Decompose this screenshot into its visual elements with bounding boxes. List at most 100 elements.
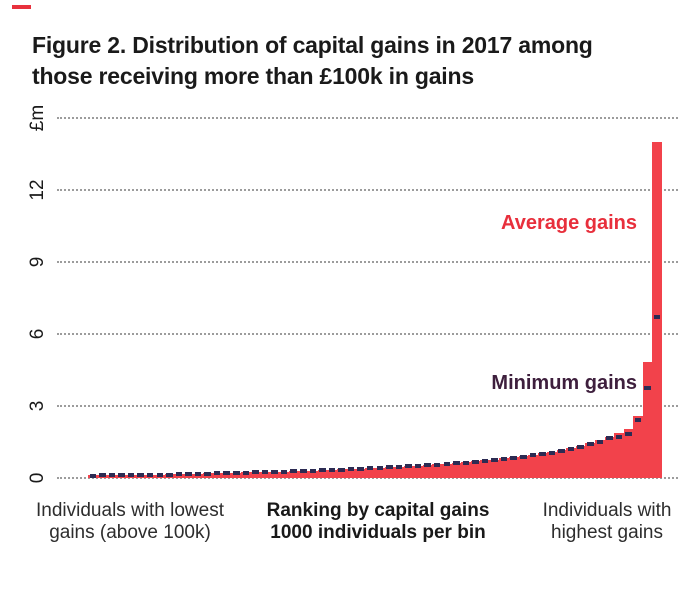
average-gains-annotation: Average gains bbox=[501, 212, 637, 234]
avg-gains-bar-bin49 bbox=[547, 451, 558, 478]
min-gains-tick-bin46 bbox=[520, 454, 527, 459]
avg-gains-bar-bin56 bbox=[614, 432, 625, 478]
avg-gains-bar-bin52 bbox=[575, 445, 586, 478]
avg-gains-bar-bin36 bbox=[422, 465, 433, 478]
avg-gains-bar-bin15 bbox=[221, 472, 232, 478]
avg-gains-bar-bin35 bbox=[413, 465, 424, 478]
min-gains-tick-bin26 bbox=[328, 468, 336, 473]
gridline-9 bbox=[57, 261, 678, 263]
min-gains-tick-bin25 bbox=[319, 468, 326, 473]
avg-gains-bar-bin39 bbox=[451, 462, 462, 478]
avg-gains-bar-bin40 bbox=[461, 462, 472, 478]
min-gains-tick-bin22 bbox=[290, 469, 297, 474]
min-gains-tick-bin11 bbox=[185, 472, 192, 477]
avg-gains-bar-bin54 bbox=[595, 440, 606, 478]
min-gains-tick-bin38 bbox=[443, 462, 450, 467]
avg-gains-bar-bin16 bbox=[231, 472, 242, 478]
avg-gains-bar-bin27 bbox=[336, 469, 347, 478]
minimum-gains-annotation: Minimum gains bbox=[491, 372, 637, 394]
min-gains-tick-bin35 bbox=[414, 464, 422, 468]
x-axis-label-ranking-line1: Ranking by capital gains bbox=[266, 500, 490, 521]
chart-title: Figure 2. Distribution of capital gains … bbox=[32, 30, 672, 92]
min-gains-tick-bin45 bbox=[510, 455, 517, 460]
avg-gains-bar-bin37 bbox=[432, 464, 443, 478]
y-axis-label-£m: £m bbox=[27, 104, 48, 132]
avg-gains-bar-bin24 bbox=[308, 470, 319, 478]
gridline-3 bbox=[57, 405, 678, 407]
min-gains-tick-bin36 bbox=[424, 463, 431, 468]
min-gains-tick-bin37 bbox=[433, 462, 441, 467]
avg-gains-bar-bin51 bbox=[566, 447, 577, 478]
avg-gains-bar-bin55 bbox=[604, 436, 615, 478]
min-gains-tick-bin21 bbox=[280, 469, 288, 474]
min-gains-tick-bin42 bbox=[481, 458, 489, 463]
min-gains-tick-bin55 bbox=[606, 436, 613, 441]
min-gains-tick-bin13 bbox=[204, 471, 211, 476]
avg-gains-bar-bin58 bbox=[633, 415, 644, 478]
avg-gains-bar-bin59 bbox=[642, 362, 653, 478]
avg-gains-bar-bin31 bbox=[375, 467, 386, 478]
min-gains-tick-bin30 bbox=[366, 466, 374, 471]
avg-gains-bar-bin32 bbox=[384, 467, 395, 478]
x-axis-label-lowest-line1: Individuals with lowest bbox=[36, 500, 224, 521]
x-axis-label-highest: Individuals with highest gains bbox=[543, 500, 672, 544]
avg-gains-bar-bin25 bbox=[317, 470, 328, 478]
brand-dash-mark bbox=[12, 5, 31, 9]
avg-gains-bar-bin60 bbox=[652, 142, 663, 478]
min-gains-tick-bin1 bbox=[89, 473, 97, 478]
x-axis-label-ranking-line2: 1000 individuals per bin bbox=[270, 522, 486, 543]
avg-gains-bar-bin41 bbox=[470, 461, 481, 478]
x-axis-label-highest-line2: highest gains bbox=[551, 522, 663, 543]
min-gains-tick-bin17 bbox=[242, 470, 250, 475]
avg-gains-bar-bin34 bbox=[403, 466, 414, 478]
avg-gains-bar-bin22 bbox=[288, 471, 299, 478]
min-gains-tick-bin24 bbox=[309, 468, 317, 473]
min-gains-tick-bin51 bbox=[567, 446, 575, 451]
gridline-0 bbox=[57, 477, 678, 479]
min-gains-tick-bin47 bbox=[529, 453, 537, 458]
avg-gains-bar-bin45 bbox=[508, 457, 519, 478]
min-gains-tick-bin43 bbox=[491, 458, 498, 462]
avg-gains-bar-bin13 bbox=[202, 473, 213, 478]
avg-gains-bar-bin18 bbox=[250, 472, 261, 478]
min-gains-tick-bin48 bbox=[539, 452, 546, 456]
avg-gains-bar-bin33 bbox=[394, 466, 405, 478]
min-gains-tick-bin54 bbox=[596, 439, 604, 444]
avg-gains-bar-bin43 bbox=[489, 459, 500, 478]
min-gains-tick-bin34 bbox=[405, 464, 412, 469]
min-gains-tick-bin33 bbox=[395, 464, 403, 469]
avg-gains-bar-bin46 bbox=[518, 456, 529, 478]
min-gains-tick-bin56 bbox=[615, 434, 623, 439]
x-axis-label-ranking: Ranking by capital gains 1000 individual… bbox=[267, 500, 490, 544]
min-gains-tick-bin14 bbox=[213, 471, 221, 476]
min-gains-tick-bin12 bbox=[194, 471, 202, 476]
min-gains-tick-bin18 bbox=[252, 470, 259, 475]
min-gains-tick-bin2 bbox=[99, 473, 106, 478]
avg-gains-bar-bin26 bbox=[327, 469, 338, 478]
min-gains-tick-bin52 bbox=[577, 444, 584, 449]
min-gains-tick-bin28 bbox=[347, 467, 355, 472]
gridline-6 bbox=[57, 333, 678, 335]
avg-gains-bar-bin53 bbox=[585, 442, 596, 478]
x-axis-label-highest-line1: Individuals with bbox=[542, 500, 672, 521]
avg-gains-bar-bin38 bbox=[441, 463, 453, 478]
min-gains-tick-bin23 bbox=[300, 469, 307, 474]
y-axis-label-0: 0 bbox=[27, 472, 48, 484]
min-gains-tick-bin3 bbox=[108, 473, 116, 478]
avg-gains-bar-bin42 bbox=[480, 460, 491, 478]
gridline-£m bbox=[57, 117, 678, 119]
avg-gains-bar-bin44 bbox=[499, 458, 510, 478]
min-gains-tick-bin8 bbox=[156, 472, 163, 477]
avg-gains-bar-bin14 bbox=[212, 473, 223, 478]
min-gains-tick-bin7 bbox=[146, 472, 154, 477]
min-gains-tick-bin19 bbox=[261, 470, 269, 475]
min-gains-tick-bin6 bbox=[137, 472, 144, 477]
min-gains-tick-bin27 bbox=[338, 467, 345, 472]
min-gains-tick-bin53 bbox=[587, 442, 594, 447]
avg-gains-bar-bin30 bbox=[365, 468, 376, 478]
min-gains-tick-bin10 bbox=[175, 472, 183, 477]
avg-gains-bar-bin23 bbox=[298, 470, 309, 478]
min-gains-tick-bin41 bbox=[472, 459, 479, 464]
min-gains-tick-bin29 bbox=[357, 466, 364, 471]
